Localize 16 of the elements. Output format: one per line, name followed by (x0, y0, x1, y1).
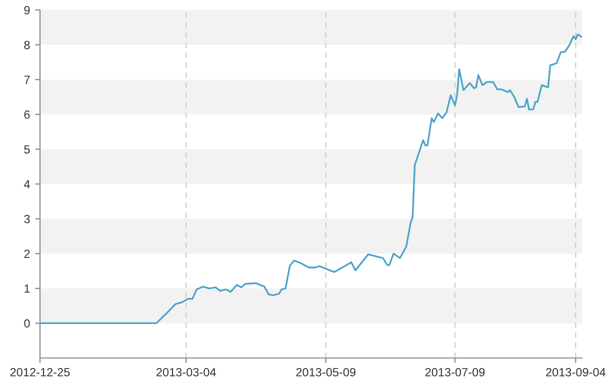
y-tick-label: 0 (24, 319, 30, 328)
x-tick-label: 2013-07-09 (425, 368, 485, 376)
x-tick-label: 2013-03-04 (156, 368, 216, 376)
y-tick-label: 3 (24, 214, 30, 224)
y-tick-label: 9 (24, 6, 30, 14)
y-tick-label: 6 (24, 110, 30, 119)
y-tick-label: 2 (24, 250, 30, 258)
x-tick-label: 2012-12-25 (10, 368, 70, 376)
y-tick-label: 7 (24, 76, 30, 84)
y-tick-label: 8 (24, 40, 30, 50)
y-tick-label: 4 (24, 180, 30, 188)
x-tick-label: 2013-05-09 (296, 368, 356, 376)
x-tick-label: 2013-09-04 (546, 368, 606, 376)
y-tick-label: 1 (24, 284, 30, 293)
line-series (40, 34, 582, 324)
y-tick-label: 5 (24, 145, 30, 154)
